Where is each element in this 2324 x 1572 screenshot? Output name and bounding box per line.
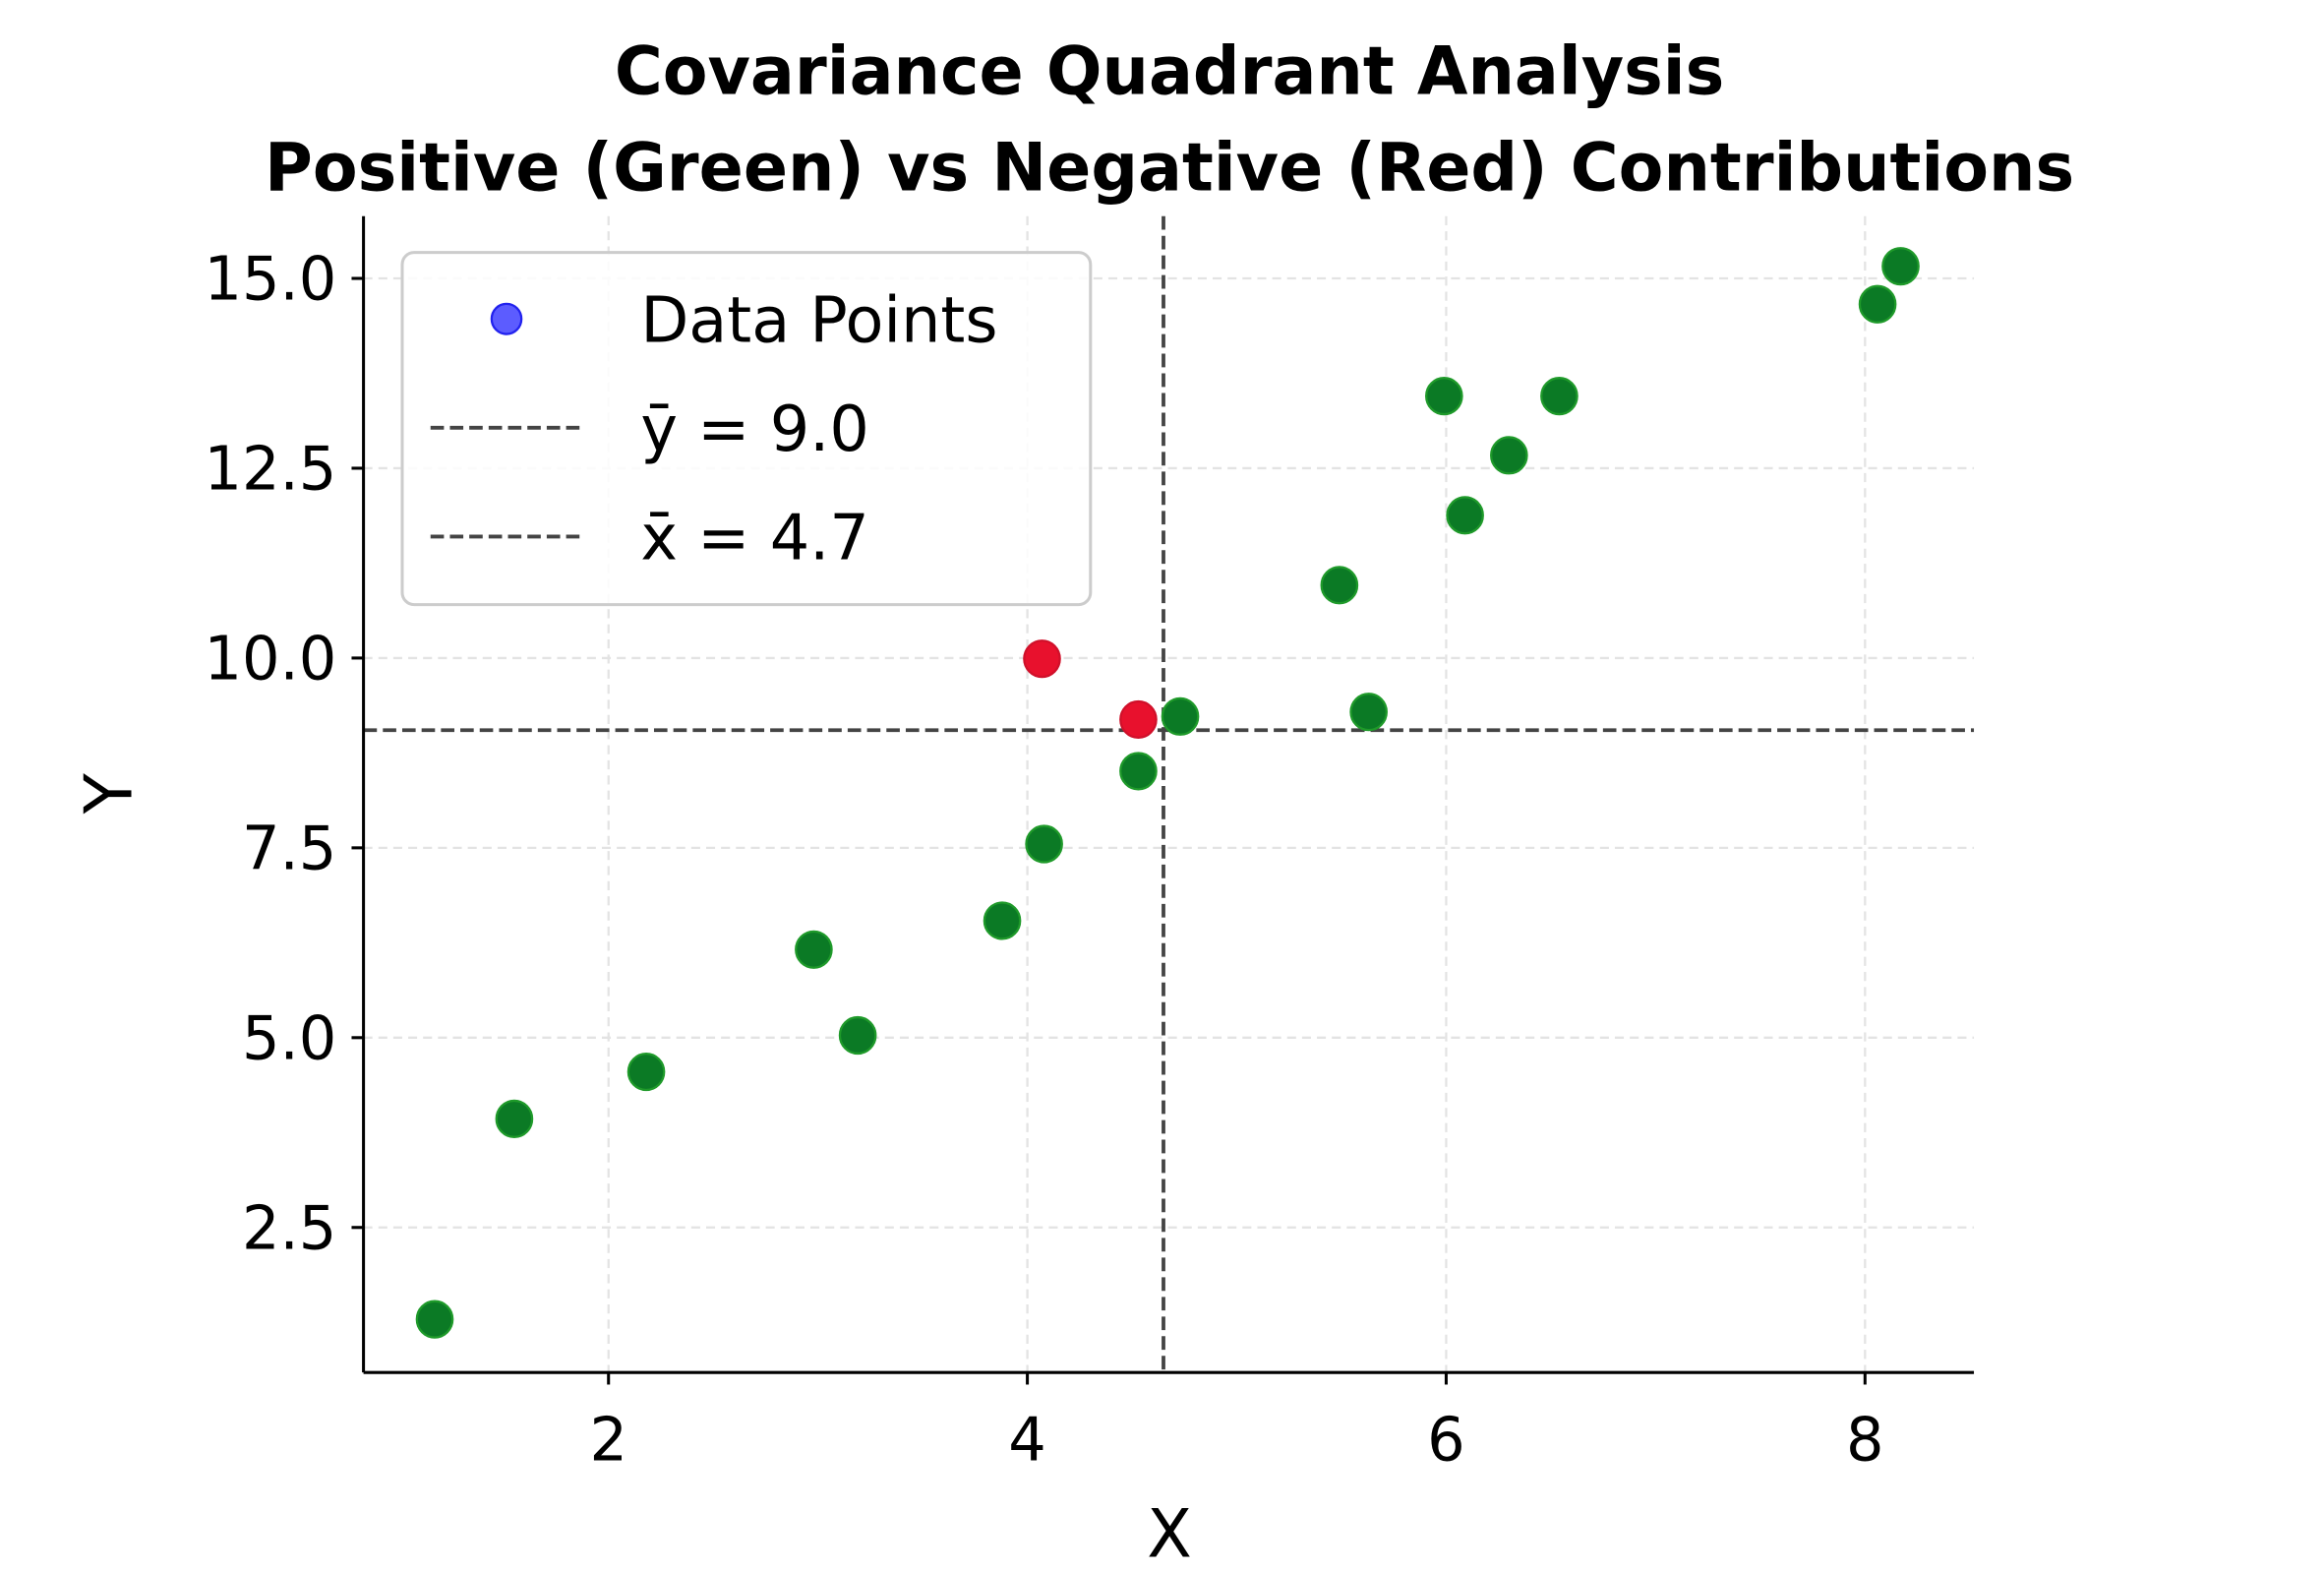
data-point-positive [838, 1015, 877, 1056]
data-point-positive [415, 1300, 454, 1339]
axes: 2 4 6 8 2.5 5.0 7.5 10.0 12.5 15.0 [204, 215, 1975, 1476]
x-axis-label: X [1147, 1495, 1192, 1572]
y-tick-label: 2.5 [242, 1193, 336, 1264]
data-point-positive [1349, 693, 1388, 732]
data-point-positive [1490, 436, 1528, 475]
data-point-positive [1161, 696, 1200, 736]
legend: Data Points ȳ = 9.0 x̄ = 4.7 [400, 251, 1093, 607]
y-tick-label: 12.5 [204, 434, 336, 505]
y-tick-label: 5.0 [242, 1003, 336, 1074]
data-point-positive [1446, 496, 1484, 535]
data-point-positive [1320, 566, 1359, 605]
chart-title: Covariance Quadrant Analysis [615, 32, 1724, 110]
legend-label: Data Points [640, 284, 997, 358]
data-point-positive [495, 1099, 534, 1138]
x-tick-label: 8 [1846, 1405, 1884, 1476]
data-point-positive [983, 901, 1022, 940]
data-point-positive [1119, 752, 1158, 791]
chart-subtitle: Positive (Green) vs Negative (Red) Contr… [265, 129, 2074, 207]
data-point-positive [1881, 247, 1920, 286]
y-tick-label: 7.5 [242, 814, 336, 884]
data-point-positive [1540, 377, 1579, 416]
y-tick-label: 15.0 [204, 244, 336, 315]
legend-marker-icon [490, 302, 523, 335]
legend-label: x̄ = 4.7 [640, 502, 869, 575]
data-point-positive [795, 930, 833, 969]
y-axis-label: Y [71, 772, 147, 815]
legend-label: ȳ = 9.0 [640, 393, 869, 466]
x-tick-label: 2 [589, 1405, 627, 1476]
legend-box [400, 251, 1093, 607]
x-tick-label: 4 [1008, 1405, 1046, 1476]
data-point-positive [1025, 824, 1063, 864]
data-point-positive [1425, 377, 1463, 416]
data-point-negative [1119, 699, 1158, 740]
data-point-negative [1023, 639, 1061, 679]
data-points [415, 247, 1920, 1339]
x-tick-label: 6 [1427, 1405, 1465, 1476]
data-point-positive [626, 1052, 666, 1092]
data-point-positive [1858, 284, 1897, 324]
y-tick-label: 10.0 [204, 624, 336, 695]
